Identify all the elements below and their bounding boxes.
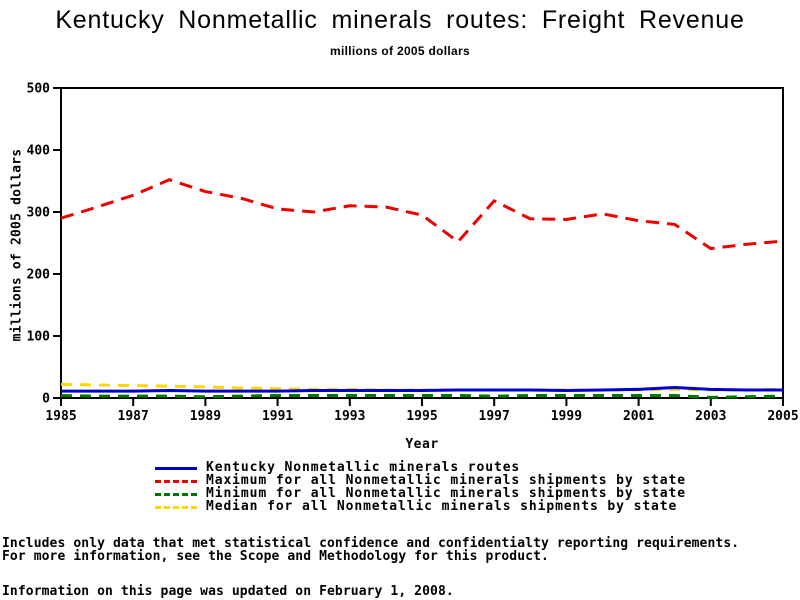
legend-item-kentucky: Kentucky Nonmetallic minerals routes [155, 461, 686, 474]
y-axis-title: millions of 2005 dollars [9, 148, 25, 342]
kentucky-line-swatch [155, 467, 197, 470]
x-axis-title: Year [405, 437, 439, 452]
x-tick-label: 1989 [190, 409, 221, 424]
x-tick-label: 2001 [623, 409, 654, 424]
kentucky-line [61, 385, 783, 393]
x-tick-label: 2005 [767, 409, 798, 424]
x-tick-label: 1985 [45, 409, 76, 424]
minimum-line-swatch [155, 493, 197, 496]
chart-subtitle: millions of 2005 dollars [330, 44, 470, 58]
y-tick-label: 500 [27, 82, 51, 97]
x-tick-label: 1997 [479, 409, 510, 424]
footnote-confidence: Includes only data that met statistical … [2, 536, 740, 551]
chart-canvas: 0 100 200 300 400 500 1985 1987 1989 1991 1993 1995… [27, 82, 799, 425]
x-tick-label: 1991 [262, 409, 293, 424]
legend-item-maximum: Maximum for all Nonmetallic minerals shi… [155, 474, 686, 487]
legend-item-minimum: Minimum for all Nonmetallic minerals shi… [155, 487, 686, 500]
chart-title: Kentucky Nonmetallic minerals routes: Fr… [55, 6, 745, 34]
y-tick-label: 200 [27, 268, 51, 283]
minimum-line [60, 394, 784, 399]
maximum-line-swatch [155, 480, 197, 483]
x-tick-label: 1995 [406, 409, 437, 424]
legend-label-minimum: Minimum for all Nonmetallic minerals shi… [206, 486, 686, 501]
x-tick-label: 1993 [334, 409, 365, 424]
y-tick-label: 0 [42, 392, 50, 407]
legend-label-maximum: Maximum for all Nonmetallic minerals shi… [206, 473, 686, 488]
y-tick-label: 300 [27, 206, 51, 221]
median-line-swatch [155, 506, 197, 509]
maximum-line [60, 178, 784, 251]
x-tick-label: 2003 [695, 409, 726, 424]
y-tick-label: 400 [27, 144, 51, 159]
y-tick-label: 100 [27, 330, 51, 345]
legend: Kentucky Nonmetallic minerals routes Max… [155, 461, 686, 513]
plot-frame [60, 87, 784, 399]
legend-label-kentucky: Kentucky Nonmetallic minerals routes [206, 460, 521, 475]
footnote-updated: Information on this page was updated on … [2, 584, 454, 599]
legend-item-median: Median for all Nonmetallic minerals ship… [155, 500, 686, 513]
legend-label-median: Median for all Nonmetallic minerals ship… [206, 499, 678, 514]
footnote-scope: For more information, see the Scope and … [2, 549, 549, 564]
x-tick-label: 1999 [551, 409, 582, 424]
x-tick-label: 1987 [118, 409, 149, 424]
